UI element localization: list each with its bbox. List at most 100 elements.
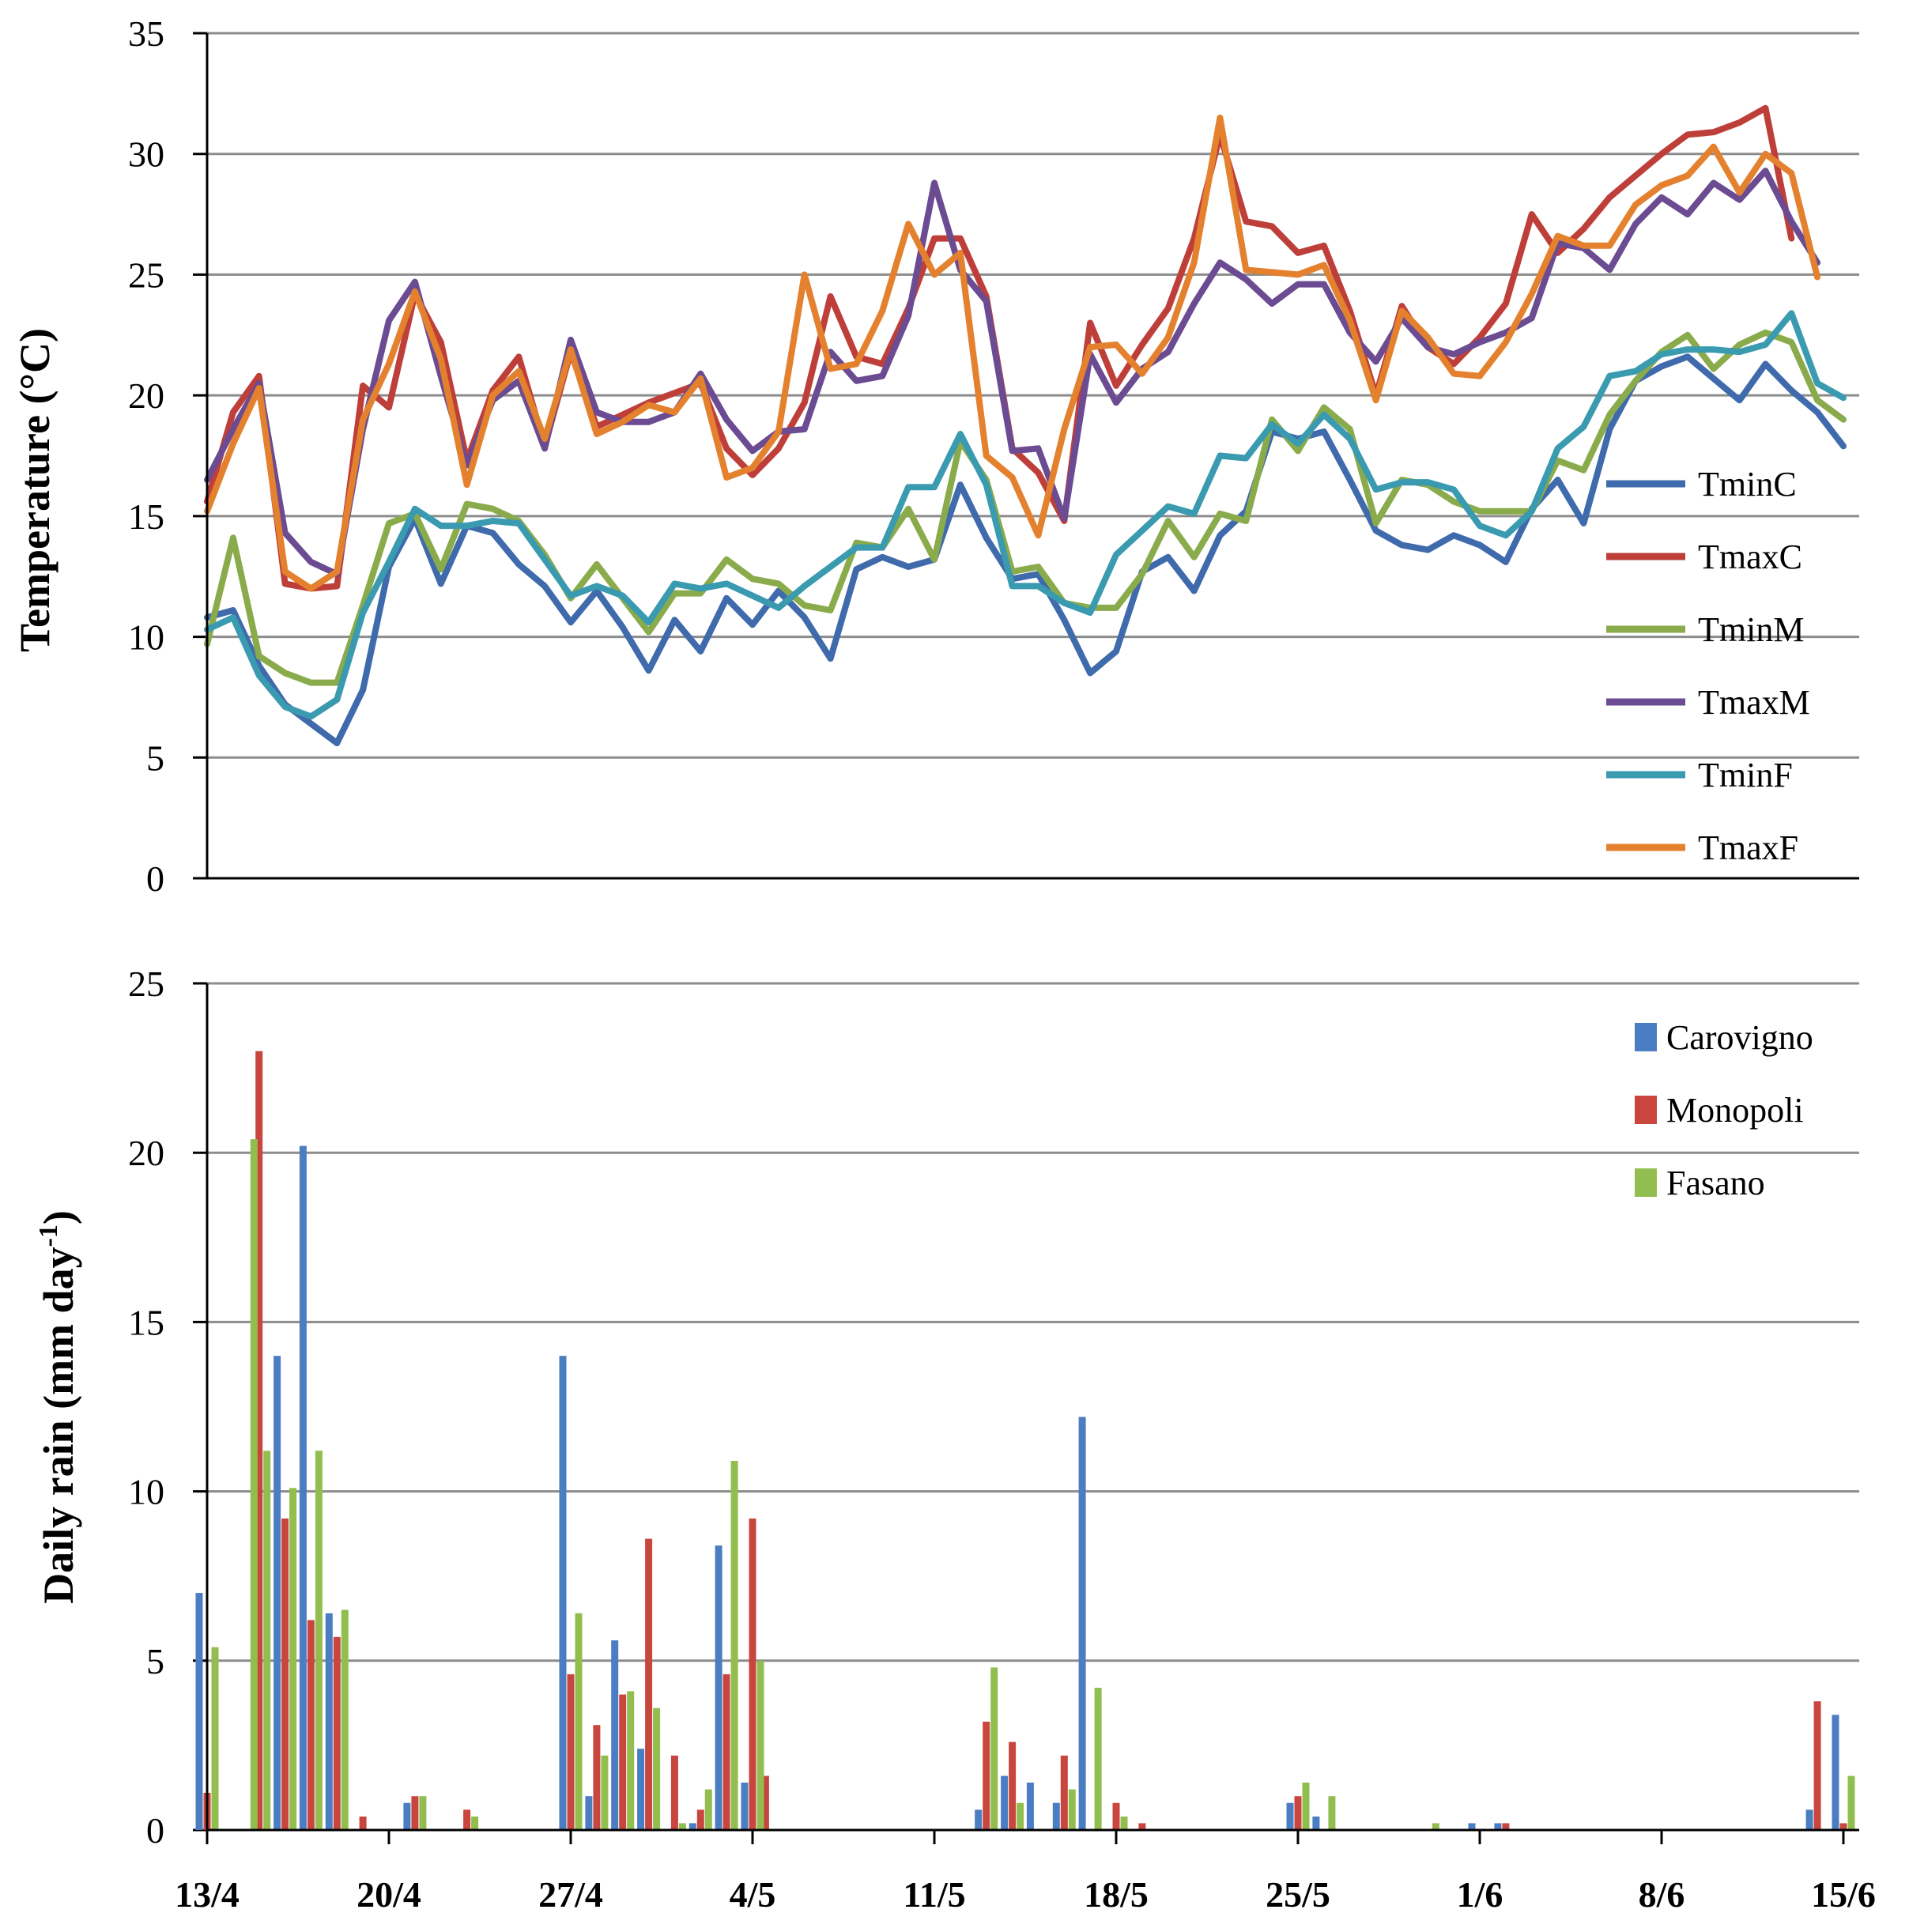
rain-bar-Monopoli — [1060, 1755, 1068, 1830]
rain-bar-Fasano — [1120, 1816, 1128, 1830]
rain-bar-Carovigno — [1001, 1775, 1009, 1830]
rain-bar-Carovigno — [1078, 1417, 1086, 1830]
rainfall-y-tick-label: 20 — [128, 1133, 164, 1173]
rain-bar-Carovigno — [1832, 1715, 1839, 1830]
rainfall-y-tick-label: 25 — [128, 964, 164, 1004]
rain-bar-Fasano — [990, 1667, 998, 1830]
legend-swatch-Fasano — [1635, 1168, 1657, 1197]
rain-bar-Carovigno — [195, 1593, 203, 1830]
rain-bar-Carovigno — [1026, 1783, 1034, 1830]
rain-bar-Carovigno — [1468, 1823, 1476, 1830]
rain-bar-Carovigno — [299, 1145, 307, 1830]
legend-label-TmaxM: TmaxM — [1698, 683, 1810, 722]
rain-bar-Fasano — [263, 1451, 271, 1830]
rainfall-x-tick-label: 8/6 — [1639, 1874, 1685, 1915]
rain-bar-Monopoli — [670, 1755, 678, 1830]
rainfall-y-tick-label: 15 — [128, 1302, 164, 1342]
rain-bar-Carovigno — [325, 1613, 333, 1830]
rain-bar-Monopoli — [1839, 1823, 1847, 1830]
legend-label-TminF: TminF — [1698, 756, 1793, 794]
temperature-y-tick-label: 15 — [128, 496, 164, 537]
temperature-y-tick-label: 0 — [146, 858, 164, 899]
rainfall-y-axis-label: Daily rain (mm day-1) — [34, 1210, 82, 1604]
rain-bar-Monopoli — [333, 1636, 341, 1830]
rain-bar-Monopoli — [567, 1674, 575, 1830]
legend-label-TmaxF: TmaxF — [1698, 828, 1798, 867]
temperature-y-tick-label: 20 — [128, 375, 164, 416]
rainfall-x-tick-label: 25/5 — [1266, 1874, 1330, 1915]
rain-bar-Fasano — [211, 1647, 219, 1830]
rainfall-x-tick-label: 15/6 — [1811, 1874, 1876, 1915]
rainfall-bars — [195, 1051, 1855, 1830]
rainfall-x-tick-label: 27/4 — [538, 1874, 603, 1915]
series-line-TminF — [204, 310, 1847, 720]
rain-bar-Fasano — [341, 1609, 349, 1830]
rainfall-y-tick-label: 10 — [128, 1472, 164, 1512]
legend-swatch-Monopoli — [1635, 1096, 1657, 1124]
rain-bar-Carovigno — [975, 1809, 983, 1830]
rain-bar-Fasano — [1302, 1783, 1310, 1830]
temperature-gridlines — [193, 32, 1859, 880]
rain-bar-Fasano — [289, 1488, 297, 1830]
rain-bar-Fasano — [1068, 1789, 1076, 1830]
rain-bar-Fasano — [1094, 1688, 1102, 1830]
series-line-TminM — [204, 329, 1847, 686]
rain-bar-Carovigno — [637, 1749, 645, 1830]
rain-bar-Monopoli — [1813, 1701, 1821, 1830]
temperature-chart: 0 5 10 15 20 25 30 35 Temperature (°C) TminC Tma… — [11, 13, 1859, 899]
rain-bar-Monopoli — [619, 1694, 627, 1830]
rain-bar-Fasano — [250, 1139, 258, 1830]
rain-bar-Carovigno — [1494, 1823, 1502, 1830]
rain-bar-Carovigno — [559, 1356, 567, 1830]
legend-label-TminM: TminM — [1698, 610, 1804, 649]
rain-bar-Monopoli — [722, 1674, 730, 1830]
rain-bar-Monopoli — [1294, 1796, 1302, 1830]
rainfall-gridlines — [193, 982, 1859, 1832]
rain-bar-Fasano — [419, 1796, 427, 1830]
rain-bar-Monopoli — [749, 1518, 756, 1830]
rain-bar-Carovigno — [611, 1640, 619, 1830]
rainfall-y-tick-labels: 0 5 10 15 20 25 — [128, 964, 164, 1851]
rain-bar-Fasano — [1328, 1796, 1336, 1830]
rainfall-x-tick-label: 13/4 — [175, 1874, 240, 1915]
legend-label-Carovigno: Carovigno — [1666, 1018, 1813, 1057]
rain-bar-Monopoli — [645, 1538, 653, 1830]
temperature-lines — [204, 104, 1847, 746]
rain-bar-Carovigno — [1286, 1802, 1294, 1830]
rainfall-y-axis-label-superscript: -1 — [34, 1224, 63, 1247]
rain-bar-Fasano — [678, 1823, 686, 1830]
temperature-y-tick-label: 5 — [146, 738, 164, 778]
rainfall-y-axis-label-close: ) — [35, 1210, 82, 1224]
rain-bar-Carovigno — [403, 1802, 411, 1830]
temperature-y-axis-label: Temperature (°C) — [11, 328, 58, 652]
temperature-y-tick-labels: 0 5 10 15 20 25 30 35 — [128, 13, 164, 899]
rainfall-y-tick-label: 0 — [146, 1810, 164, 1851]
rain-bar-Fasano — [627, 1691, 635, 1830]
temperature-y-tick-label: 35 — [128, 13, 164, 54]
rainfall-axes — [206, 983, 1859, 1832]
rain-bar-Fasano — [730, 1461, 738, 1830]
rain-bar-Monopoli — [1138, 1823, 1146, 1830]
rain-bar-Carovigno — [1312, 1816, 1320, 1830]
legend-label-TmaxC: TmaxC — [1698, 538, 1802, 576]
temperature-y-tick-label: 30 — [128, 134, 164, 175]
rain-bar-Fasano — [601, 1755, 609, 1830]
rainfall-x-tick-label: 1/6 — [1457, 1874, 1503, 1915]
rain-bar-Monopoli — [463, 1809, 471, 1830]
rainfall-y-axis-label-main: Daily rain (mm day — [35, 1247, 82, 1604]
temperature-axes — [206, 33, 1859, 880]
rain-bar-Fasano — [575, 1613, 583, 1830]
rain-bar-Monopoli — [761, 1775, 769, 1830]
rain-bar-Monopoli — [359, 1816, 367, 1830]
rain-bar-Fasano — [471, 1816, 479, 1830]
rain-bar-Monopoli — [411, 1796, 419, 1830]
rainfall-legend: Carovigno Monopoli Fasano — [1635, 1018, 1813, 1202]
rain-bar-Fasano — [315, 1451, 323, 1830]
rain-bar-Monopoli — [255, 1051, 263, 1830]
rainfall-chart: 0 5 10 15 20 25 13/4 20/4 27/4 4/5 11/5 18/5 25/5 1/… — [34, 964, 1876, 1915]
rain-bar-Fasano — [756, 1660, 764, 1830]
rain-bar-Monopoli — [1009, 1741, 1017, 1830]
rainfall-x-tick-label: 11/5 — [903, 1874, 965, 1915]
rain-bar-Fasano — [1017, 1802, 1024, 1830]
